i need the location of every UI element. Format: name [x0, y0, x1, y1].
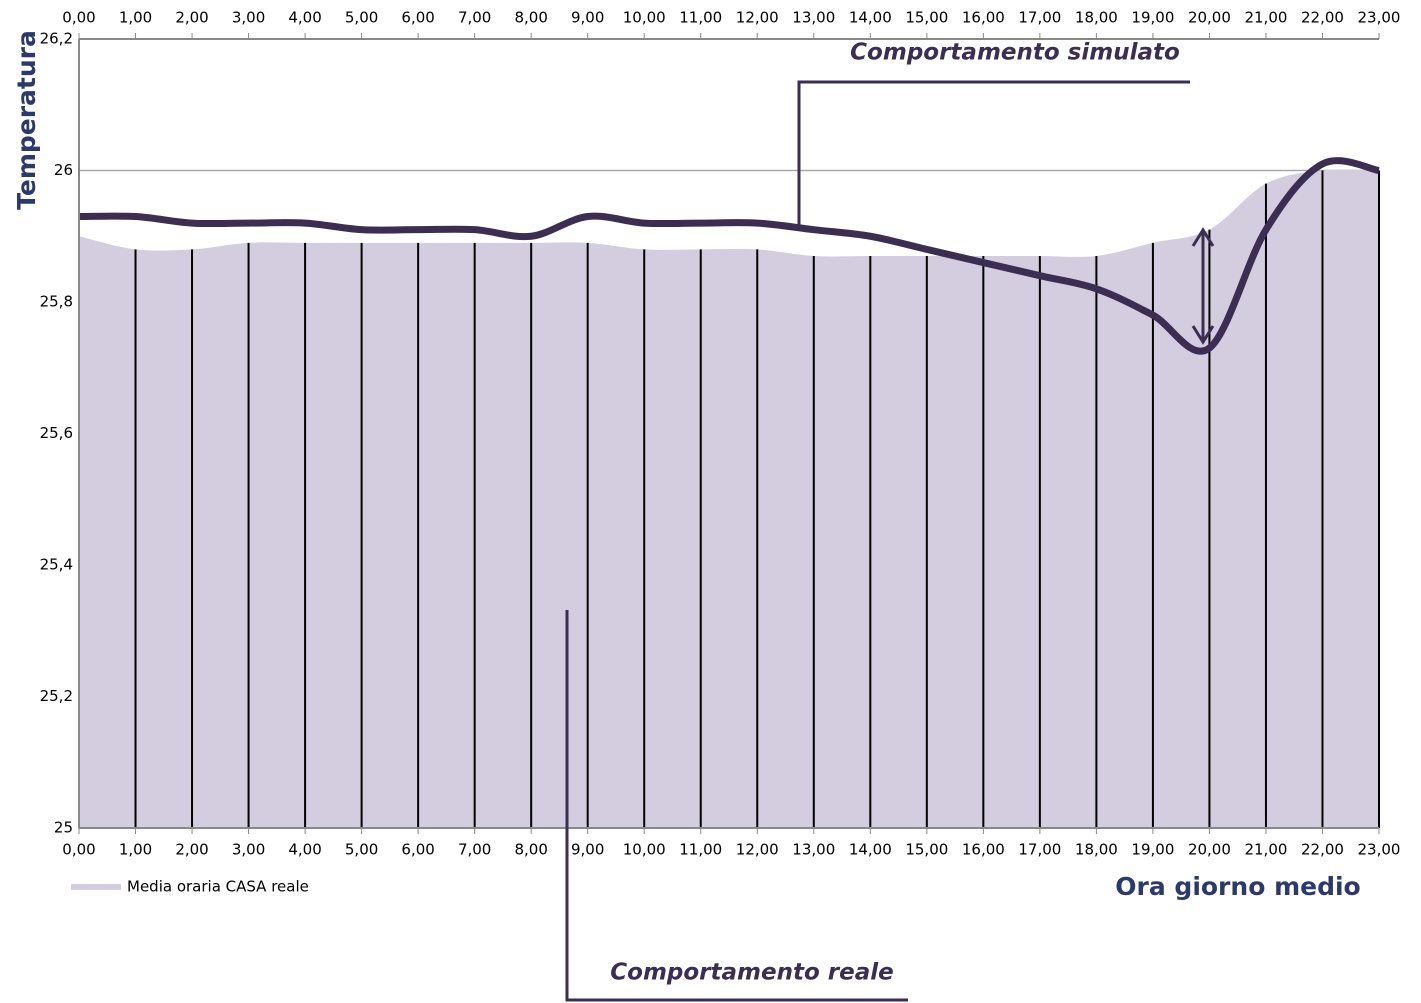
x-tick-label-top: 17,00 [1018, 9, 1061, 27]
x-tick-label: 14,00 [849, 841, 892, 859]
plot-area: 25 25,2 25,4 25,6 25,8 26 26,2 0,00 0,00 1,00 1,00… [40, 9, 1401, 859]
x-tick-label-top: 21,00 [1244, 9, 1287, 27]
x-tick-label-top: 16,00 [962, 9, 1005, 27]
x-tick-label-top: 1,00 [119, 9, 152, 27]
x-tick-label: 12,00 [736, 841, 779, 859]
x-tick-label: 20,00 [1188, 841, 1231, 859]
area [79, 169, 1379, 828]
x-tick-label-top: 22,00 [1301, 9, 1344, 27]
x-tick-label-top: 19,00 [1131, 9, 1174, 27]
arrow-head [1191, 227, 1215, 247]
y-tick-label: 25,4 [40, 556, 73, 574]
x-tick-label-top: 0,00 [62, 9, 95, 27]
x-tick-label: 6,00 [401, 841, 434, 859]
x-tick-label: 21,00 [1244, 841, 1287, 859]
y-tick-label: 26,2 [40, 30, 73, 48]
x-tick-label: 11,00 [679, 841, 722, 859]
x-tick-label: 19,00 [1131, 841, 1174, 859]
x-tick-label: 22,00 [1301, 841, 1344, 859]
y-tick-label: 26 [54, 161, 73, 179]
x-tick-label-top: 5,00 [345, 9, 378, 27]
annotation-callouts [565, 80, 1215, 1002]
x-tick-label: 0,00 [62, 841, 95, 859]
x-tick-label-top: 23,00 [1358, 9, 1401, 27]
callout-line [565, 610, 908, 1002]
x-tick-label: 5,00 [345, 841, 378, 859]
x-tick-label-top: 15,00 [905, 9, 948, 27]
annotation: Comportamento reale [610, 960, 893, 986]
x-tick-label-top: 12,00 [736, 9, 779, 27]
x-tick-label-top: 3,00 [232, 9, 265, 27]
x-tick-label-top: 11,00 [679, 9, 722, 27]
x-tick-label-top: 14,00 [849, 9, 892, 27]
x-tick-label-top: 2,00 [175, 9, 208, 27]
x-tick-label: 1,00 [119, 841, 152, 859]
legend-label: Media oraria CASA reale [127, 878, 309, 896]
x-tick-label: 13,00 [792, 841, 835, 859]
x-tick-label: 23,00 [1358, 841, 1401, 859]
x-tick-label: 3,00 [232, 841, 265, 859]
arrow-head [1191, 325, 1215, 345]
x-tick-label: 9,00 [571, 841, 604, 859]
callout-line [797, 80, 1190, 230]
y-tick-label: 25,2 [40, 687, 73, 705]
x-tick-label: 18,00 [1075, 841, 1118, 859]
x-tick-label: 17,00 [1018, 841, 1061, 859]
x-tick-label: 16,00 [962, 841, 1005, 859]
x-tick-label-top: 13,00 [792, 9, 835, 27]
x-tick-label-top: 10,00 [623, 9, 666, 27]
line [78, 157, 1380, 355]
y-tick-label: 25,6 [40, 424, 73, 442]
x-tick-label-top: 6,00 [401, 9, 434, 27]
x-tick-label-top: 18,00 [1075, 9, 1118, 27]
annotation: Comportamento simulato [850, 40, 1180, 66]
x-tick-label: 4,00 [288, 841, 321, 859]
x-tick-label-top: 20,00 [1188, 9, 1231, 27]
x-tick-label-top: 8,00 [514, 9, 547, 27]
y-axis-label: Temperatura [12, 30, 41, 210]
x-tick-label-top: 9,00 [571, 9, 604, 27]
x-tick-label: 8,00 [514, 841, 547, 859]
y-tick-label: 25,8 [40, 293, 73, 311]
x-tick-label-top: 4,00 [288, 9, 321, 27]
x-tick-label: 10,00 [623, 841, 666, 859]
legend-swatch [71, 884, 121, 890]
x-tick-label-top: 7,00 [458, 9, 491, 27]
x-tick-label: 2,00 [175, 841, 208, 859]
x-axis-label: Ora giorno medio [1115, 872, 1360, 901]
y-tick-label: 25 [54, 819, 73, 837]
x-tick-label: 15,00 [905, 841, 948, 859]
x-tick-label: 7,00 [458, 841, 491, 859]
